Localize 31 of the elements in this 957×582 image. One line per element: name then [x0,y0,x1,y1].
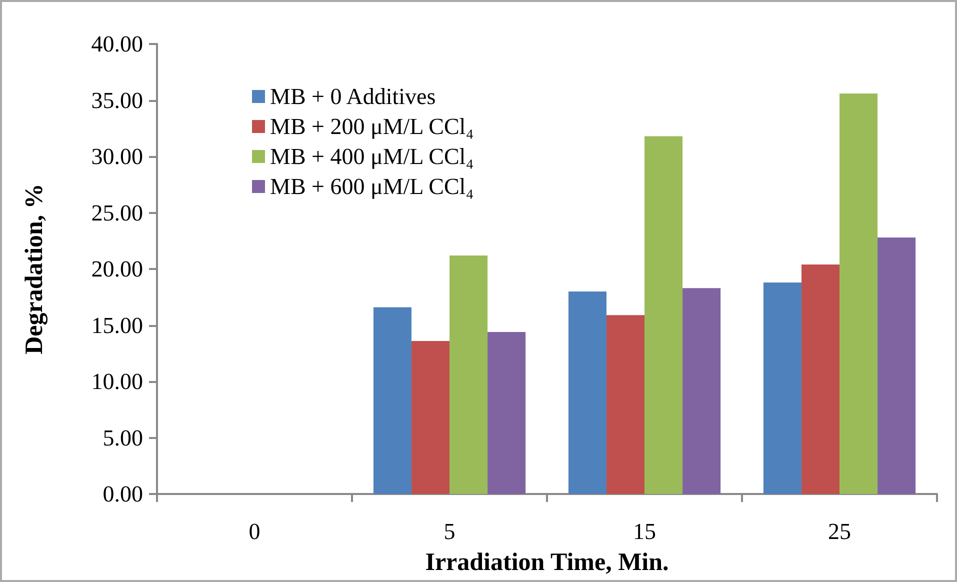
bar [644,136,683,494]
x-tick-label: 0 [248,519,260,544]
legend-label: MB + 0 Additives [270,84,436,109]
x-axis-title: Irradiation Time, Min. [425,549,669,576]
y-tick-label: 15.00 [91,312,143,338]
bar [801,264,840,494]
bar [411,341,450,494]
y-axis-title: Degradation, % [21,184,48,354]
bar [606,315,644,494]
bar [568,292,606,494]
y-tick-label: 40.00 [91,32,143,56]
y-tick-label: 35.00 [91,88,143,113]
x-tick-label: 25 [828,519,851,544]
bar [878,238,916,494]
y-tick-label: 5.00 [102,425,143,450]
y-tick-label: 30.00 [91,144,143,169]
bar [682,288,721,494]
bar [840,94,878,494]
bar [373,307,412,494]
x-tick-label: 15 [633,519,656,544]
bar [488,332,526,494]
legend-label: MB + 200 μM/L CCl₄ [270,114,474,139]
bar [450,256,488,494]
y-tick-label: 25.00 [91,200,143,226]
bar [763,282,802,494]
y-tick-label: 0.00 [102,482,143,506]
x-tick-label: 5 [444,519,456,544]
y-tick-label: 10.00 [91,369,143,394]
y-tick-label: 20.00 [91,256,143,282]
legend-label: MB + 600 μM/L CCl₄ [270,174,474,199]
legend-label: MB + 400 μM/L CCl₄ [270,144,474,169]
